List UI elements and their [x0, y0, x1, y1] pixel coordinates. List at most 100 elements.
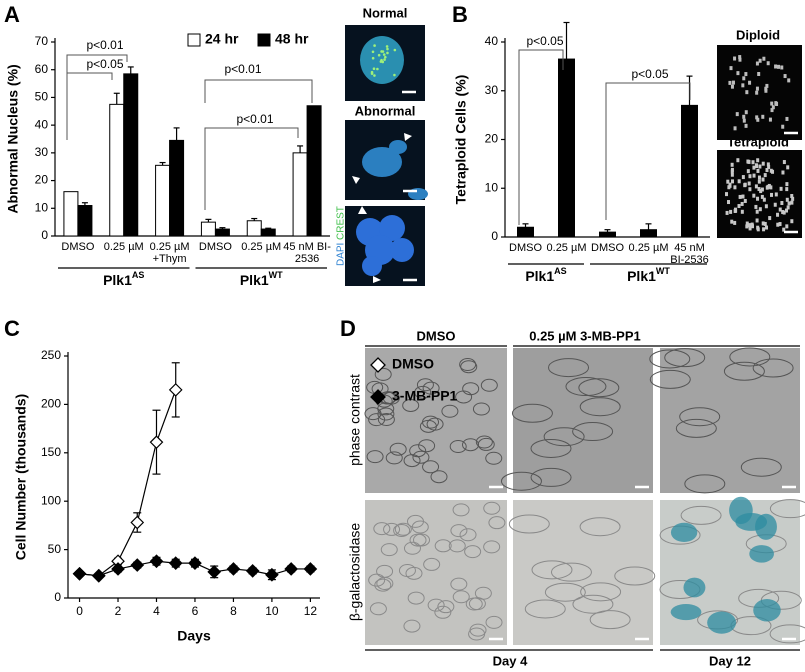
annotation: p<0.01	[236, 112, 273, 126]
cell	[368, 573, 386, 587]
kinetochore	[383, 58, 386, 61]
y-tick-label: 30	[485, 83, 499, 97]
bar	[640, 229, 657, 238]
chromosome	[733, 207, 737, 212]
chromosome	[774, 192, 778, 197]
cell	[450, 577, 468, 591]
x-tick-label: 0.25 µM	[241, 241, 282, 253]
chromosome	[742, 118, 746, 123]
cell	[589, 610, 631, 630]
kinetochore	[379, 60, 383, 63]
cell	[580, 582, 622, 602]
point	[207, 565, 222, 579]
cell	[416, 378, 434, 392]
chromosome	[757, 175, 761, 180]
kinetochore	[382, 53, 386, 56]
cell	[409, 444, 427, 458]
chromosome	[738, 55, 742, 60]
cell	[403, 619, 421, 633]
chromosome	[747, 181, 751, 186]
point	[111, 562, 125, 576]
chromosome	[747, 223, 751, 228]
x-tick-label: 0	[76, 604, 83, 618]
x-tick-label: DMSO	[509, 242, 542, 254]
chromosome	[778, 222, 782, 227]
chromosome	[743, 182, 747, 187]
cell	[488, 516, 506, 530]
cell	[452, 503, 470, 517]
x-tick-label: 0.25 µM +Thym	[150, 241, 190, 265]
cell	[500, 471, 542, 491]
cell	[430, 470, 448, 484]
cell	[579, 517, 621, 537]
x-tick-label: 12	[304, 604, 318, 618]
row-label: β-galactosidase	[347, 523, 363, 622]
stain-label: DAPI	[336, 243, 347, 266]
chromosome	[761, 221, 765, 226]
chromosome	[782, 210, 786, 215]
cell	[406, 514, 424, 528]
cell	[740, 457, 782, 477]
point	[168, 383, 183, 397]
chromosome	[783, 74, 787, 79]
chromosome	[774, 64, 778, 69]
chromosome	[728, 182, 732, 187]
chromosome	[785, 224, 789, 229]
bar	[169, 139, 185, 237]
x-tick-label: DMSO	[509, 242, 542, 254]
chromosome	[733, 56, 737, 61]
chromosome	[742, 76, 746, 81]
chromosome	[791, 196, 795, 201]
kinetochore	[370, 72, 374, 75]
cell	[389, 442, 407, 456]
chromosome	[764, 204, 768, 209]
chromosome	[758, 207, 762, 212]
column-header: 0.25 µM 3-MB-PP1	[529, 328, 641, 343]
chromosome	[731, 80, 735, 85]
stain-label: CREST	[336, 206, 347, 240]
bar	[109, 103, 125, 237]
chromosome	[785, 116, 789, 121]
chromosome	[767, 183, 771, 188]
chromosome	[742, 114, 746, 119]
cell	[480, 378, 498, 392]
micrograph	[365, 348, 507, 493]
cell	[572, 594, 614, 614]
cell	[548, 358, 590, 378]
point	[226, 562, 241, 576]
chromosome	[755, 86, 759, 91]
y-tick-label: 200	[41, 397, 61, 411]
cell	[684, 474, 726, 494]
image-label: Abnormal	[355, 103, 416, 118]
kinetochore	[393, 48, 397, 52]
kinetochore	[373, 74, 376, 77]
panel-label: C	[4, 316, 20, 341]
chromosome	[779, 186, 783, 191]
chromosome	[790, 219, 794, 224]
x-tick-label: 0.25 µM	[104, 241, 144, 253]
chromosome	[745, 221, 749, 226]
y-axis-title: Abnormal Nucleus (%)	[5, 64, 21, 213]
point	[168, 556, 183, 571]
point	[284, 562, 298, 576]
chromosome	[762, 227, 766, 232]
kinetochore	[393, 73, 396, 77]
point	[149, 435, 164, 450]
cell	[477, 437, 495, 451]
chromosome	[787, 201, 791, 206]
x-tick-label: 0.25 µM	[241, 241, 282, 253]
chromosome	[786, 205, 790, 210]
y-tick-label: 0	[41, 228, 48, 242]
bar	[155, 164, 171, 237]
chromosome	[766, 61, 770, 66]
chromosome	[770, 192, 774, 197]
cell	[464, 545, 482, 559]
cell	[769, 624, 805, 644]
chromosome	[735, 112, 739, 117]
chromosome	[763, 173, 767, 178]
group-label-base: Plk1	[627, 268, 656, 284]
arrowhead	[404, 133, 412, 141]
group-label-superscript: WT	[656, 266, 670, 276]
bar	[260, 228, 276, 237]
bar	[599, 231, 616, 238]
